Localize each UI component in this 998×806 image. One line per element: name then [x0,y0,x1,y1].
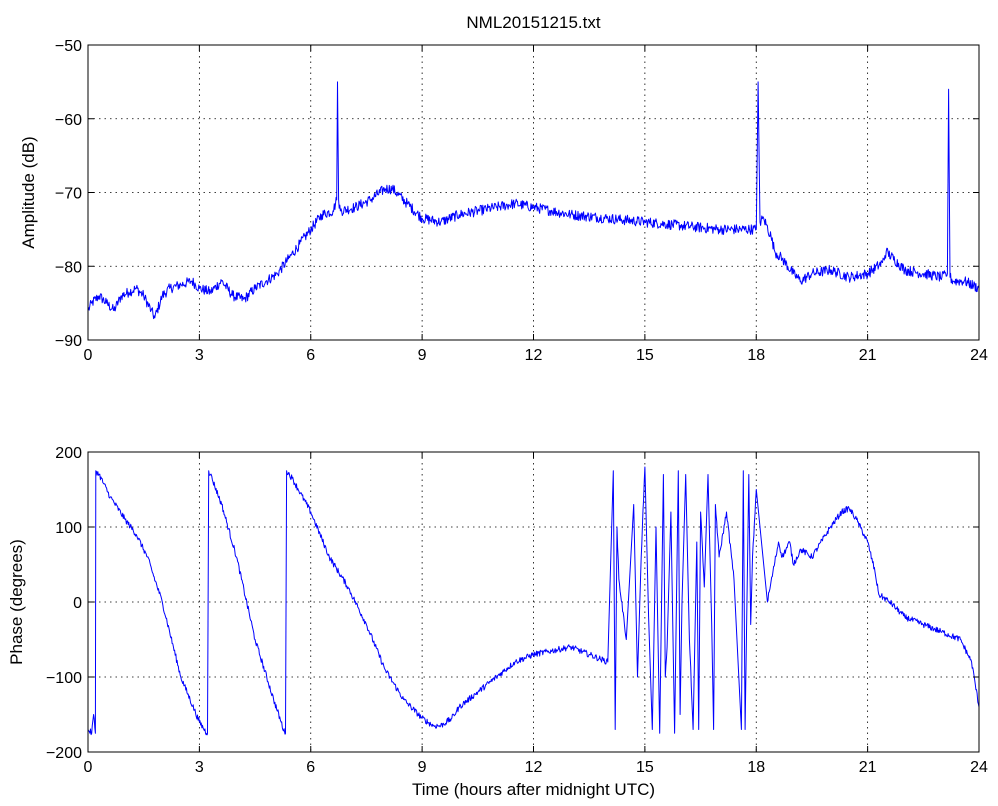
phase-xtick-label: 15 [636,759,654,776]
amplitude-xtick-label: 9 [418,347,427,364]
chart-title: NML20151215.txt [466,13,600,32]
phase-xtick-label: 18 [747,759,765,776]
amplitude-xtick-label: 12 [525,347,543,364]
amplitude-ytick-label: −90 [55,333,82,350]
phase-yaxis-label: Phase (degrees) [7,539,26,665]
phase-ytick-label: −200 [46,745,82,762]
amplitude-xtick-label: 15 [636,347,654,364]
amplitude-ytick-label: −70 [55,186,82,203]
amplitude-xtick-label: 18 [747,347,765,364]
amplitude-xtick-label: 21 [859,347,877,364]
phase-xtick-label: 12 [525,759,543,776]
amplitude-xtick-label: 3 [195,347,204,364]
phase-panel: 0 3 6 9 12 15 18 21 24 −200 −100 0 100 200 Time (hours… [7,445,988,799]
amplitude-ytick-label: −50 [55,38,82,55]
phase-ytick-label: −100 [46,670,82,687]
phase-xtick-label: 9 [418,759,427,776]
amplitude-series-line [87,81,980,320]
phase-xtick-label: 0 [84,759,93,776]
amplitude-xtick-label: 6 [306,347,315,364]
amplitude-ytick-label: −80 [55,259,82,276]
amplitude-xtick-label: 24 [970,347,988,364]
phase-xaxis-label: Time (hours after midnight UTC) [412,780,655,799]
phase-xtick-label: 3 [195,759,204,776]
phase-ytick-label: 0 [73,595,82,612]
amplitude-xtick-label: 0 [84,347,93,364]
amplitude-ytick-label: −60 [55,112,82,129]
phase-ytick-label: 100 [55,520,82,537]
phase-xtick-label: 24 [970,759,988,776]
amplitude-yaxis-label: Amplitude (dB) [19,136,38,248]
phase-ytick-label: 200 [55,445,82,462]
phase-series-line [87,466,980,736]
amplitude-panel: 0 3 6 9 12 15 18 21 24 −90 −80 −70 −60 −50 NML20151215… [19,13,988,364]
phase-xtick-label: 21 [859,759,877,776]
phase-xtick-label: 6 [306,759,315,776]
